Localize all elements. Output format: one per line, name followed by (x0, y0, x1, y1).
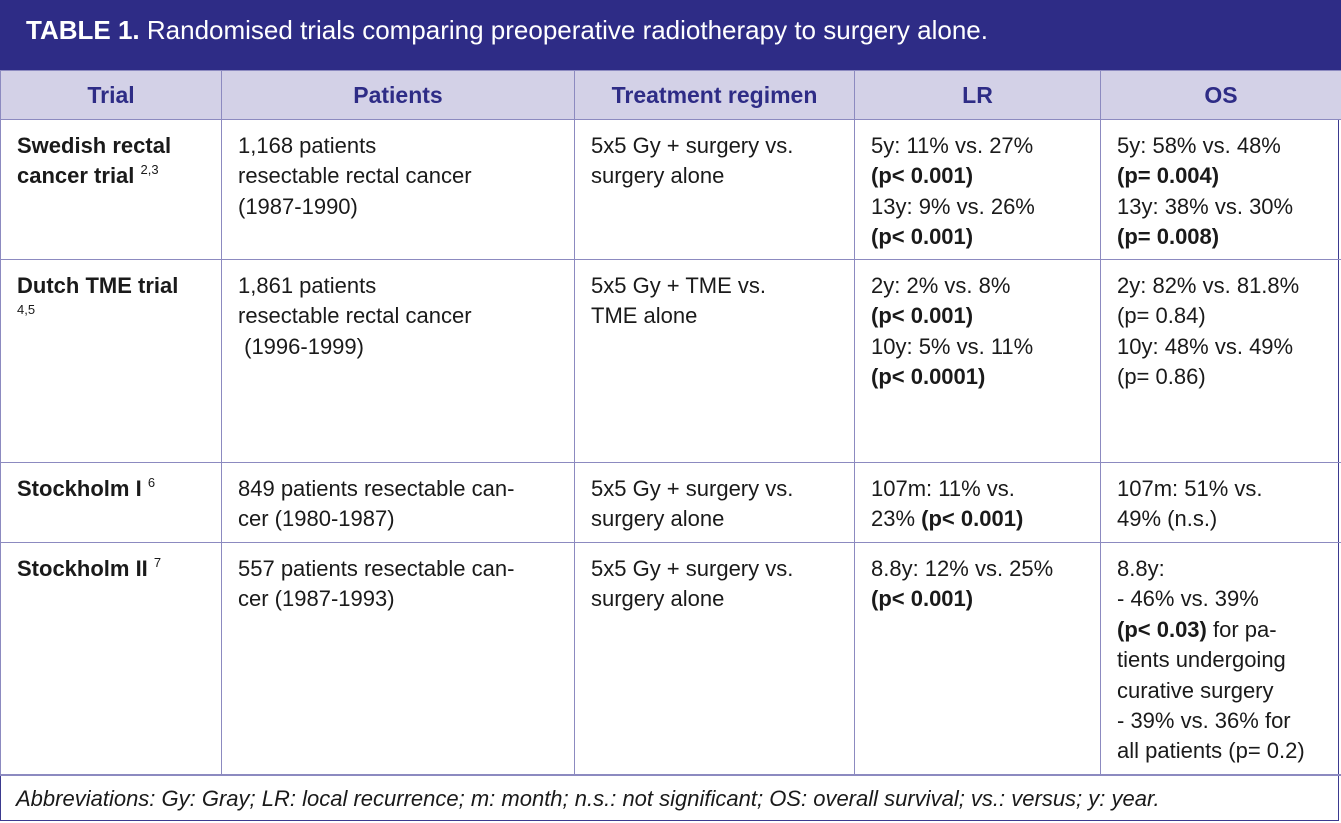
trial-refs: 4,5 (17, 302, 36, 318)
lr-pvalue: (p< 0.001) (871, 586, 974, 612)
patients-cell: 1,861 patients resectable rectal cancer … (221, 259, 575, 463)
os-line: - 46% vs. 39% (1117, 586, 1259, 612)
os-line: - 39% vs. 36% for (1117, 708, 1291, 734)
table-row: Dutch TME trial 4,5 1,861 patients resec… (0, 259, 1341, 463)
patients-line: 849 patients resectable can- (238, 476, 515, 501)
lr-cell: 2y: 2% vs. 8% (p< 0.001) 10y: 5% vs. 11%… (854, 259, 1101, 463)
patients-line: 1,168 patients (238, 133, 377, 158)
lr-pvalue: (p< 0.001) (871, 163, 974, 189)
patients-line: resectable rectal cancer (238, 163, 472, 189)
os-pvalue: (p= 0.004) (1117, 163, 1220, 189)
lr-cell: 107m: 11% vs. 23% (p< 0.001) (854, 462, 1101, 543)
trial-cell: Dutch TME trial 4,5 (0, 259, 222, 463)
os-line: 107m: 51% vs. (1117, 476, 1263, 501)
table-title: Randomised trials comparing preoperative… (146, 15, 988, 45)
treatment-line: 5x5 Gy + surgery vs. (591, 556, 794, 581)
trial-name: Stockholm II (17, 556, 148, 581)
trial-name: Stockholm I (17, 476, 142, 501)
treatment-cell: 5x5 Gy + TME vs. TME alone (574, 259, 855, 463)
trial-cell: Stockholm II 7 (0, 542, 222, 776)
os-line: for pa- (1206, 616, 1277, 642)
table-label: TABLE 1. (26, 15, 140, 45)
os-pvalue: (p= 0.84) (1117, 303, 1206, 329)
os-cell: 5y: 58% vs. 48% (p= 0.004) 13y: 38% vs. … (1100, 119, 1341, 260)
treatment-line: TME alone (591, 303, 698, 329)
os-line: 10y: 48% vs. 49% (1117, 333, 1294, 359)
header-row: Trial Patients Treatment regimen LR OS (0, 70, 1341, 120)
header-trial: Trial (0, 70, 222, 120)
table-row: Stockholm II 7 557 patients resectable c… (0, 542, 1341, 776)
treatment-cell: 5x5 Gy + surgery vs. surgery alone (574, 119, 855, 260)
treatment-line: surgery alone (591, 163, 725, 189)
lr-line: 5y: 11% vs. 27% (871, 133, 1034, 158)
lr-line: 2y: 2% vs. 8% (871, 273, 1011, 298)
lr-line: 107m: 11% vs. (871, 476, 1015, 501)
patients-line: cer (1980-1987) (238, 506, 395, 532)
patients-line: cer (1987-1993) (238, 586, 395, 612)
trial-name: Dutch TME trial (17, 273, 179, 298)
os-pvalue: (p= 0.008) (1117, 224, 1220, 250)
trial-name: cancer trial (17, 163, 135, 189)
os-line: curative surgery (1117, 677, 1274, 703)
os-cell: 8.8y: - 46% vs. 39% (p< 0.03) for pa- ti… (1100, 542, 1341, 776)
treatment-cell: 5x5 Gy + surgery vs. surgery alone (574, 462, 855, 543)
os-line: all patients (p= 0.2) (1117, 738, 1305, 764)
patients-cell: 849 patients resectable can- cer (1980-1… (221, 462, 575, 543)
lr-pvalue: (p< 0.001) (871, 303, 974, 329)
patients-cell: 557 patients resectable can- cer (1987-1… (221, 542, 575, 776)
lr-line: 13y: 9% vs. 26% (871, 193, 1035, 219)
patients-line: (1996-1999) (238, 333, 364, 359)
treatment-line: surgery alone (591, 586, 725, 612)
trial-name: Swedish rectal (17, 133, 172, 158)
lr-line: 23% (871, 506, 916, 532)
trials-table: Trial Patients Treatment regimen LR OS S… (0, 70, 1341, 776)
table-row: Swedish rectal cancer trial 2,3 1,168 pa… (0, 119, 1341, 260)
os-line: 49% (n.s.) (1117, 506, 1218, 532)
trial-refs: 2,3 (140, 162, 159, 178)
trial-cell: Stockholm I 6 (0, 462, 222, 543)
lr-pvalue: (p< 0.0001) (871, 364, 986, 390)
header-patients: Patients (221, 70, 575, 120)
os-pvalue: (p= 0.86) (1117, 364, 1206, 390)
treatment-line: surgery alone (591, 506, 725, 532)
lr-pvalue: (p< 0.001) (871, 224, 974, 250)
os-line: 8.8y: (1117, 556, 1165, 581)
os-pvalue: (p< 0.03) (1117, 616, 1207, 642)
patients-line: (1987-1990) (238, 193, 358, 219)
treatment-line: 5x5 Gy + TME vs. (591, 273, 767, 298)
os-cell: 107m: 51% vs. 49% (n.s.) (1100, 462, 1341, 543)
os-line: tients undergoing (1117, 647, 1286, 673)
os-line: 13y: 38% vs. 30% (1117, 193, 1294, 219)
lr-line: 10y: 5% vs. 11% (871, 333, 1034, 359)
table-caption: TABLE 1. Randomised trials comparing pre… (0, 0, 1341, 70)
os-cell: 2y: 82% vs. 81.8% (p= 0.84) 10y: 48% vs.… (1100, 259, 1341, 463)
os-line: 5y: 58% vs. 48% (1117, 133, 1281, 158)
os-line: 2y: 82% vs. 81.8% (1117, 273, 1300, 298)
header-lr: LR (854, 70, 1101, 120)
trial-refs: 6 (147, 475, 156, 490)
table-row: Stockholm I 6 849 patients resectable ca… (0, 462, 1341, 543)
table-footnote: Abbreviations: Gy: Gray; LR: local recur… (0, 774, 1341, 823)
header-treatment: Treatment regimen (574, 70, 855, 120)
trial-refs: 7 (153, 555, 162, 570)
treatment-line: 5x5 Gy + surgery vs. (591, 133, 794, 158)
lr-cell: 5y: 11% vs. 27% (p< 0.001) 13y: 9% vs. 2… (854, 119, 1101, 260)
treatment-line: 5x5 Gy + surgery vs. (591, 476, 794, 501)
patients-line: 557 patients resectable can- (238, 556, 515, 581)
patients-cell: 1,168 patients resectable rectal cancer … (221, 119, 575, 260)
trial-cell: Swedish rectal cancer trial 2,3 (0, 119, 222, 260)
treatment-cell: 5x5 Gy + surgery vs. surgery alone (574, 542, 855, 776)
lr-pvalue: (p< 0.001) (921, 506, 1024, 532)
lr-cell: 8.8y: 12% vs. 25% (p< 0.001) (854, 542, 1101, 776)
header-os: OS (1100, 70, 1341, 120)
lr-line: 8.8y: 12% vs. 25% (871, 556, 1054, 581)
patients-line: resectable rectal cancer (238, 303, 472, 329)
patients-line: 1,861 patients (238, 273, 377, 298)
